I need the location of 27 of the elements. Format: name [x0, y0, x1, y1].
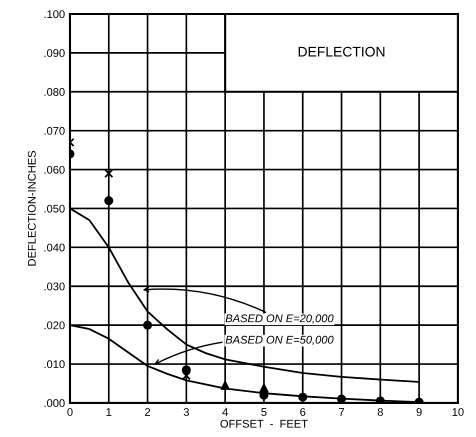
text: DEFLECTION	[298, 46, 384, 57]
y-tick-label: .100	[44, 10, 65, 18]
y-tick-label: .040	[44, 244, 65, 252]
x-tick-label: 2	[145, 408, 150, 416]
annotation: BASED ON E=50,000	[226, 336, 334, 345]
x-tick-label: 7	[339, 408, 344, 416]
x-tick-label: 0	[67, 408, 73, 416]
x-tick-label: 9	[416, 408, 422, 416]
y-axis-title: DEFLECTION-INCHES	[28, 150, 36, 266]
x-axis-title: OFFSET - FEET	[220, 420, 308, 428]
y-tick-label: .060	[44, 166, 65, 174]
y-tick-label: .010	[44, 360, 65, 368]
y-tick-label: .000	[44, 399, 65, 408]
y-tick-label: .030	[44, 282, 65, 290]
y-tick-label: .090	[44, 49, 65, 58]
y-tick-label: .020	[44, 321, 65, 330]
x-tick-label: 3	[184, 408, 189, 416]
y-tick-label: .070	[44, 126, 65, 135]
annotation: BASED ON E=20,000	[226, 314, 334, 324]
x-tick-label: 1	[106, 408, 112, 416]
x-tick-label: 5	[261, 408, 267, 416]
y-tick-label: .080	[44, 88, 65, 96]
x-tick-label: 10	[452, 408, 464, 416]
x-tick-label: 4	[222, 408, 228, 416]
x-tick-label: 6	[300, 408, 306, 416]
x-tick-label: 8	[378, 408, 383, 416]
y-tick-label: .050	[44, 204, 65, 213]
